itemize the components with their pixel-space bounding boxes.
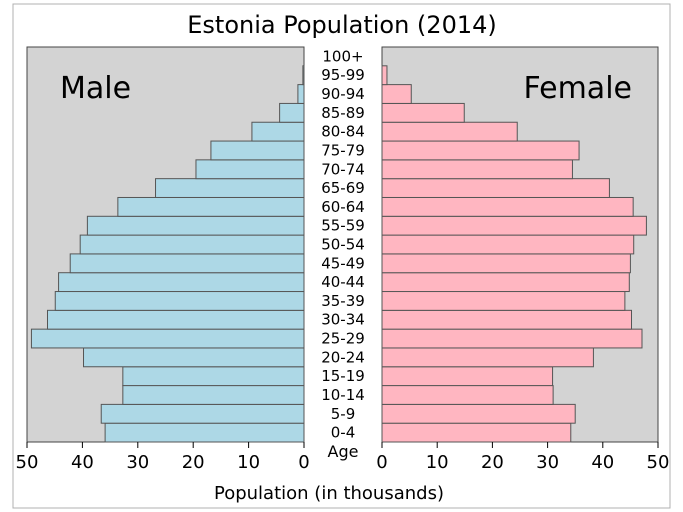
female-bar-60-64 — [381, 196, 634, 217]
x-tick-label: 50 — [647, 452, 670, 473]
age-label-40-44: 40-44 — [321, 273, 365, 291]
male-bar-30-34 — [46, 309, 305, 330]
male-bars — [30, 65, 305, 443]
female-bars — [381, 65, 647, 443]
x-tick-label: 10 — [237, 452, 260, 473]
male-bar-20-24 — [83, 347, 305, 368]
x-axis-label: Population (in thousands) — [214, 483, 444, 504]
female-bar-90-94 — [381, 84, 412, 104]
female-bar-45-49 — [381, 253, 631, 274]
x-tick-label: 30 — [536, 452, 559, 473]
female-bar-75-79 — [381, 140, 580, 161]
female-bar-80-84 — [381, 121, 518, 142]
male-bar-60-64 — [117, 196, 305, 217]
female-bar-10-14 — [381, 385, 554, 405]
x-tick-label: 40 — [71, 452, 94, 473]
female-bar-30-34 — [381, 309, 633, 330]
male-bar-75-79 — [210, 140, 305, 161]
female-bar-25-29 — [381, 328, 643, 349]
female-bar-35-39 — [381, 291, 626, 311]
male-bar-55-59 — [86, 215, 305, 236]
female-bar-0-4 — [381, 422, 572, 443]
male-bar-80-84 — [251, 121, 305, 142]
female-bar-65-69 — [381, 178, 610, 198]
x-tick-label: 40 — [591, 452, 614, 473]
x-tick-label: 50 — [16, 452, 39, 473]
age-label-20-24: 20-24 — [321, 348, 365, 366]
x-tick-label: 0 — [298, 452, 309, 473]
female-bar-5-9 — [381, 403, 576, 424]
x-axis-ticks: 50 40 30 20 10 0 0 10 20 30 40 50 — [16, 442, 670, 473]
female-bar-20-24 — [381, 347, 594, 368]
female-bar-95-99 — [381, 65, 388, 86]
age-label-0-4: 0-4 — [331, 424, 356, 442]
age-label-65-69: 65-69 — [321, 179, 365, 197]
age-label-25-29: 25-29 — [321, 330, 365, 348]
female-bar-40-44 — [381, 272, 630, 293]
age-label-30-34: 30-34 — [321, 311, 365, 329]
male-bar-65-69 — [155, 178, 305, 198]
male-bar-15-19 — [122, 366, 305, 387]
x-tick-label: 0 — [376, 452, 387, 473]
male-bar-35-39 — [54, 291, 305, 311]
female-bar-50-54 — [381, 234, 635, 255]
female-bar-70-74 — [381, 159, 573, 180]
age-label-75-79: 75-79 — [321, 141, 365, 159]
y-axis-label: Age — [328, 442, 359, 461]
male-bar-85-89 — [279, 102, 305, 123]
male-bar-5-9 — [100, 403, 305, 424]
male-bar-40-44 — [58, 272, 305, 293]
age-label-35-39: 35-39 — [321, 292, 365, 310]
x-tick-label: 10 — [426, 452, 449, 473]
age-label-60-64: 60-64 — [321, 198, 365, 216]
female-bar-15-19 — [381, 366, 554, 387]
male-bar-10-14 — [122, 385, 305, 405]
female-bar-55-59 — [381, 215, 647, 236]
age-label-95-99: 95-99 — [321, 66, 365, 84]
age-label-10-14: 10-14 — [321, 386, 365, 404]
age-label-50-54: 50-54 — [321, 236, 365, 254]
x-tick-label: 20 — [481, 452, 504, 473]
age-label-80-84: 80-84 — [321, 123, 365, 141]
age-label-5-9: 5-9 — [331, 405, 356, 423]
x-tick-label: 30 — [126, 452, 149, 473]
female-bar-85-89 — [381, 102, 465, 123]
age-label-90-94: 90-94 — [321, 85, 365, 103]
age-label-55-59: 55-59 — [321, 217, 365, 235]
male-bar-70-74 — [195, 159, 305, 180]
age-label-15-19: 15-19 — [321, 367, 365, 385]
age-labels: 0-45-910-1415-1920-2425-2930-3435-3940-4… — [321, 47, 365, 441]
age-label-100+: 100+ — [322, 47, 363, 65]
chart-title: Estonia Population (2014) — [187, 11, 497, 39]
male-bar-0-4 — [104, 422, 305, 443]
x-tick-label: 20 — [182, 452, 205, 473]
age-label-45-49: 45-49 — [321, 254, 365, 272]
male-bar-25-29 — [30, 328, 305, 349]
male-bar-95-99 — [302, 65, 305, 86]
male-bar-90-94 — [297, 84, 305, 104]
male-bar-45-49 — [69, 253, 305, 274]
legend-female: Female — [524, 71, 632, 106]
age-label-70-74: 70-74 — [321, 160, 365, 178]
male-bar-50-54 — [79, 234, 305, 255]
legend-male: Male — [60, 71, 131, 106]
age-label-85-89: 85-89 — [321, 104, 365, 122]
